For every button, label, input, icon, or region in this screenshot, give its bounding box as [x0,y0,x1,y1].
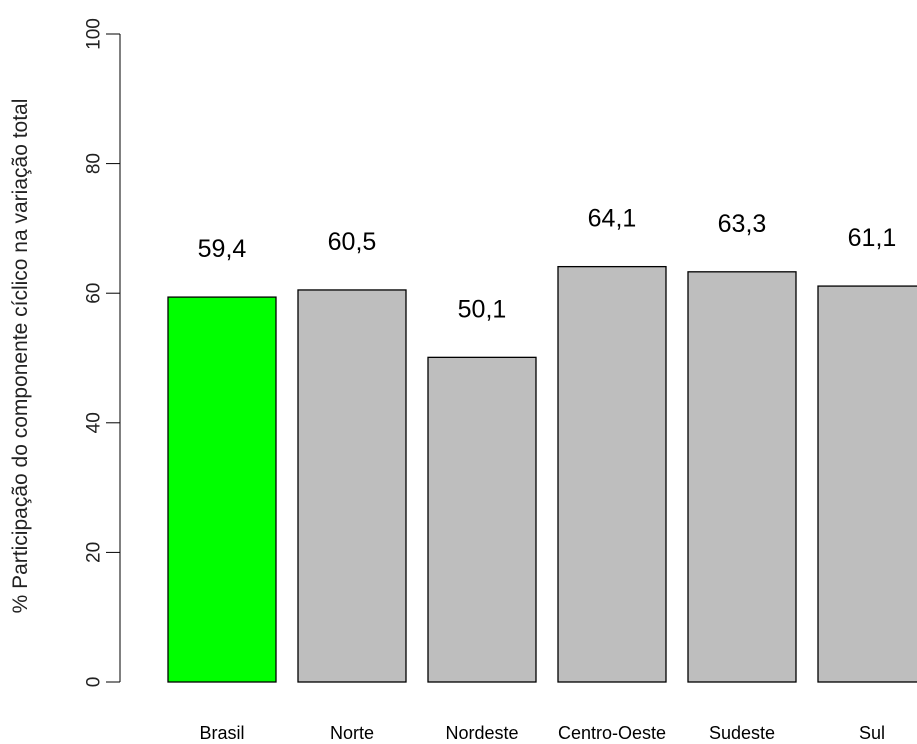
bar-brasil [167,296,277,683]
y-tick-label: 100 [84,18,105,50]
category-labels-group: Brasil Norte Nordeste Centro-Oeste Sudeste Su… [199,723,885,743]
category-label: Centro-Oeste [558,723,666,743]
category-label: Brasil [199,723,244,743]
y-tick-label: 0 [84,677,105,688]
data-label: 63,3 [718,210,767,238]
y-tick-label: 20 [84,542,105,563]
data-label: 60,5 [328,228,377,256]
data-label: 64,1 [588,205,637,233]
y-axis-title: % Participação do componente cíclico na … [9,99,32,614]
data-label: 59,4 [198,235,247,263]
data-label: 61,1 [848,224,897,252]
category-label: Nordeste [445,723,518,743]
y-tick-label: 40 [84,412,105,433]
data-labels-group: 59,4 60,5 50,1 64,1 63,3 61,1 [198,205,897,324]
y-axis: 0 20 40 60 80 100 [84,18,121,687]
data-label: 50,1 [458,295,507,323]
y-tick-label: 60 [84,283,105,304]
bars-group [167,265,917,683]
category-label: Sul [859,723,885,743]
category-label: Sudeste [709,723,775,743]
category-label: Norte [330,723,374,743]
bar-sul [817,285,917,683]
bar-nordeste [427,356,537,683]
y-tick-label: 80 [84,153,105,174]
bar-centro-oeste [557,265,667,683]
bar-sudeste [687,271,797,683]
bar-norte [297,289,407,683]
